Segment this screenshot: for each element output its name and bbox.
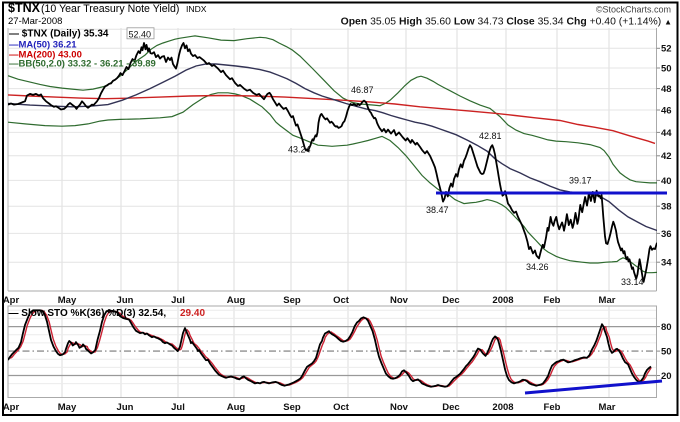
svg-text:Oct: Oct [333, 402, 350, 413]
svg-text:Jul: Jul [171, 402, 185, 413]
svg-text:40: 40 [661, 176, 672, 187]
svg-text:2008: 2008 [492, 402, 513, 413]
svg-text:Oct: Oct [333, 295, 350, 306]
svg-text:36: 36 [661, 229, 672, 240]
svg-text:48: 48 [661, 84, 672, 95]
svg-text:—BB(50,2.0) 33.32 - 36.21 - 39: —BB(50,2.0) 33.32 - 36.21 - 39.89 [9, 59, 156, 70]
svg-text:INDX: INDX [186, 4, 207, 14]
svg-text:29.40: 29.40 [180, 308, 205, 319]
svg-text:$TNX: $TNX [8, 1, 41, 15]
svg-text:Sep: Sep [283, 295, 301, 306]
svg-text:Apr: Apr [3, 295, 20, 306]
svg-text:—MA(200) 43.00: —MA(200) 43.00 [9, 50, 82, 61]
svg-text:34: 34 [661, 258, 672, 269]
svg-text:Sep: Sep [283, 402, 301, 413]
svg-text:2008: 2008 [492, 295, 513, 306]
svg-text:Aug: Aug [227, 295, 246, 306]
svg-text:42.81: 42.81 [479, 131, 502, 141]
svg-text:33.14: 33.14 [621, 277, 644, 287]
svg-text:39.17: 39.17 [569, 176, 592, 186]
svg-text:Nov: Nov [390, 402, 409, 413]
svg-text:Aug: Aug [227, 402, 246, 413]
svg-text:43.24: 43.24 [288, 145, 311, 155]
svg-text:— $TNX (Daily) 35.34: — $TNX (Daily) 35.34 [9, 29, 109, 40]
svg-text:42: 42 [661, 151, 672, 162]
svg-text:46: 46 [661, 105, 672, 116]
svg-text:52: 52 [661, 44, 672, 55]
svg-text:50: 50 [661, 63, 672, 74]
svg-text:44: 44 [661, 128, 672, 139]
svg-text:Jul: Jul [171, 295, 185, 306]
svg-text:©StockCharts.com: ©StockCharts.com [596, 5, 671, 15]
svg-text:— Slow STO %K(36) %D(3) 32.54,: — Slow STO %K(36) %D(3) 32.54, [9, 308, 167, 319]
svg-text:38.47: 38.47 [426, 205, 449, 215]
svg-text:—MA(50) 36.21: —MA(50) 36.21 [9, 40, 77, 51]
svg-text:May: May [58, 295, 77, 306]
svg-text:46.87: 46.87 [351, 85, 374, 95]
svg-text:Dec: Dec [442, 402, 459, 413]
svg-text:27-Mar-2008: 27-Mar-2008 [8, 16, 62, 27]
svg-text:Nov: Nov [390, 295, 409, 306]
svg-text:Feb: Feb [544, 402, 561, 413]
svg-text:(10 Year Treasury Note Yield): (10 Year Treasury Note Yield) [41, 3, 179, 15]
svg-text:50: 50 [661, 346, 672, 357]
svg-text:Mar: Mar [599, 295, 616, 306]
svg-text:Open 35.05 High 35.60 Low 34.7: Open 35.05 High 35.60 Low 34.73 Close 35… [341, 17, 672, 28]
svg-text:Dec: Dec [442, 295, 459, 306]
svg-text:80: 80 [661, 322, 672, 333]
svg-text:38: 38 [661, 202, 672, 213]
svg-text:52.40: 52.40 [129, 30, 152, 40]
svg-text:Feb: Feb [544, 295, 561, 306]
svg-text:May: May [58, 402, 77, 413]
svg-text:20: 20 [661, 371, 672, 382]
svg-text:Jun: Jun [117, 402, 134, 413]
svg-text:34.26: 34.26 [526, 262, 549, 272]
svg-text:Mar: Mar [599, 402, 616, 413]
svg-text:Jun: Jun [117, 295, 134, 306]
svg-text:Apr: Apr [3, 402, 20, 413]
